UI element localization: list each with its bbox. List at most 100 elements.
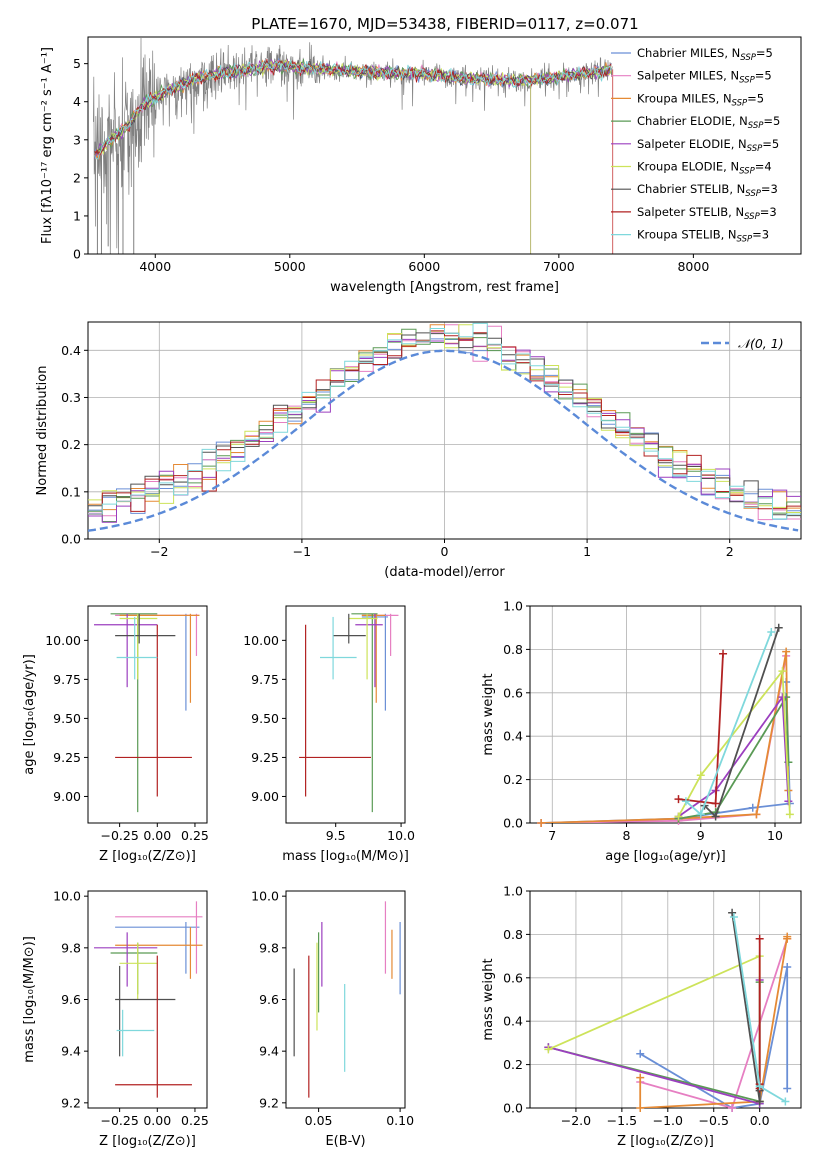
weight-point-marker <box>767 628 776 637</box>
y-tick-label: 0.6 <box>503 685 523 700</box>
weight-point-marker <box>674 795 683 804</box>
x-tick-label: 0.00 <box>143 828 171 843</box>
y-tick-label: 9.4 <box>61 1044 81 1059</box>
residual-histogram <box>88 322 801 520</box>
weight-point-marker <box>729 913 738 922</box>
weight-series-line <box>548 982 761 1103</box>
x-tick-label: 0.25 <box>181 1113 209 1128</box>
legend-label: Kroupa STELIB, NSSP=3 <box>637 228 769 245</box>
y-tick-label: 9.2 <box>61 1095 81 1110</box>
weight-point-marker <box>696 810 705 819</box>
weight-point-marker <box>783 934 792 943</box>
x-tick-label: 8000 <box>677 259 709 274</box>
axes-frame <box>87 36 802 255</box>
y-tick-label: 3 <box>73 132 81 147</box>
chart-layer: 4000 5000 6000 7000 8000 0 1 2 3 4 5 wavelength [An… <box>22 36 802 1149</box>
y-tick-label: 9.75 <box>53 672 81 687</box>
weight-series-line <box>731 912 761 1102</box>
age-vs-Z-panel: −0.25 0.00 0.25 9.00 9.25 9.50 9.75 10.00 Z [log… <box>22 605 209 864</box>
weight-series-line <box>677 668 791 817</box>
weight-point-marker <box>681 797 690 806</box>
y-axis-label: Normed distribution <box>35 366 50 496</box>
legend-label: Salpeter STELIB, NSSP=3 <box>637 205 777 222</box>
axes-frame <box>285 605 406 824</box>
y-axis-label: mass [log₁₀(M/M⊙)] <box>22 936 37 1063</box>
x-axis-label: wavelength [Angstrom, rest frame] <box>330 280 559 295</box>
y-tick-label: 10.0 <box>53 889 81 904</box>
age-vs-mass-panel: 9.5 10.0 9.00 9.25 9.50 9.75 10.00 mass [log₁₀(… <box>243 605 415 864</box>
y-tick-label: 0 <box>73 247 81 262</box>
weight-point-marker <box>719 649 728 658</box>
y-tick-label: 10.00 <box>45 633 81 648</box>
x-tick-label: −1.0 <box>653 1113 683 1128</box>
y-tick-label: 4 <box>73 94 81 109</box>
legend-label: Kroupa ELODIE, NSSP=4 <box>637 160 772 177</box>
axes-frame <box>529 890 802 1109</box>
y-tick-label: 0.0 <box>61 532 81 547</box>
y-tick-label: 0.4 <box>503 1014 523 1029</box>
x-axis-label: age [log₁₀(age/yr)] <box>605 849 726 864</box>
y-tick-label: 9.50 <box>53 711 81 726</box>
weight-point-marker <box>752 810 761 819</box>
weight-point-marker <box>711 799 720 808</box>
model-fit-line <box>94 58 612 156</box>
y-tick-label: 9.4 <box>259 1044 279 1059</box>
y-tick-label: 9.6 <box>61 992 81 1007</box>
legend-label: Salpeter MILES, NSSP=5 <box>637 69 772 86</box>
weight-point-marker <box>755 934 764 943</box>
y-tick-label: 0.0 <box>503 1101 523 1116</box>
x-axis-label: Z [log₁₀(Z/Z⊙)] <box>617 1134 714 1149</box>
weight-vs-Z-panel: −2.0 −1.5 −1.0 −0.5 0.0 0.0 0.2 0.4 0.6 0.8 1.0 Z [… <box>481 884 802 1149</box>
x-tick-label: 9 <box>697 828 705 843</box>
x-tick-label: 7000 <box>543 259 575 274</box>
weight-series-line <box>541 655 788 823</box>
y-tick-label: 1.0 <box>503 884 523 899</box>
weight-point-marker <box>781 1097 790 1106</box>
axes-frame <box>87 605 208 824</box>
y-tick-label: 0.8 <box>503 927 523 942</box>
y-tick-label: 9.8 <box>259 940 279 955</box>
x-tick-label: −1 <box>293 544 311 559</box>
y-tick-label: 9.2 <box>259 1095 279 1110</box>
spectrum-panel: 4000 5000 6000 7000 8000 0 1 2 3 4 5 wavelength [An… <box>40 36 802 295</box>
x-tick-label: −0.25 <box>100 1113 138 1128</box>
x-tick-label: 9.5 <box>326 828 346 843</box>
y-tick-label: 9.50 <box>251 711 279 726</box>
weight-series-line <box>677 694 790 818</box>
y-tick-label: 10.0 <box>251 889 279 904</box>
y-tick-label: 9.00 <box>251 789 279 804</box>
y-tick-label: 9.00 <box>53 789 81 804</box>
weight-point-marker <box>636 1104 645 1112</box>
residuals-panel: −2 −1 0 1 2 0.0 0.1 0.2 0.3 0.4 (data-model)/error… <box>35 321 802 580</box>
weight-series-line <box>685 631 773 816</box>
x-axis-label: mass [log₁₀(M/M⊙)] <box>282 849 409 864</box>
weight-series-line <box>639 938 789 1108</box>
weight-point-marker <box>674 812 683 821</box>
legend-label: Kroupa MILES, NSSP=5 <box>637 91 764 108</box>
y-tick-label: 9.6 <box>259 992 279 1007</box>
x-tick-label: 0.05 <box>305 1113 333 1128</box>
y-axis-label: mass weight <box>481 673 496 755</box>
weight-point-marker <box>636 1073 645 1082</box>
y-tick-label: 0.1 <box>61 484 81 499</box>
x-tick-label: −0.25 <box>100 828 138 843</box>
y-tick-label: 5 <box>73 56 81 71</box>
y-tick-label: 0.2 <box>503 772 523 787</box>
x-tick-label: 8 <box>623 828 631 843</box>
model-fit-line <box>94 59 612 160</box>
mass-vs-Z-panel: −0.25 0.00 0.25 9.2 9.4 9.6 9.8 10.0 Z [log₁₀(Z/… <box>22 889 209 1149</box>
y-tick-label: 0.3 <box>61 390 81 405</box>
x-tick-label: 0.25 <box>181 828 209 843</box>
weight-point-marker <box>728 1104 737 1112</box>
y-tick-label: 10.00 <box>243 633 279 648</box>
y-tick-label: 0.6 <box>503 970 523 985</box>
y-tick-label: 0.8 <box>503 642 523 657</box>
weight-point-marker <box>782 647 791 656</box>
weight-point-marker <box>755 1097 764 1106</box>
y-tick-label: 9.25 <box>251 750 279 765</box>
weight-point-marker <box>755 1082 764 1091</box>
x-tick-label: 0.00 <box>143 1113 171 1128</box>
x-tick-label: −2 <box>150 544 168 559</box>
y-axis-label: Flux [fλ10⁻¹⁷ erg cm⁻² s⁻¹ A⁻¹] <box>40 47 55 244</box>
axes-frame <box>87 321 802 540</box>
